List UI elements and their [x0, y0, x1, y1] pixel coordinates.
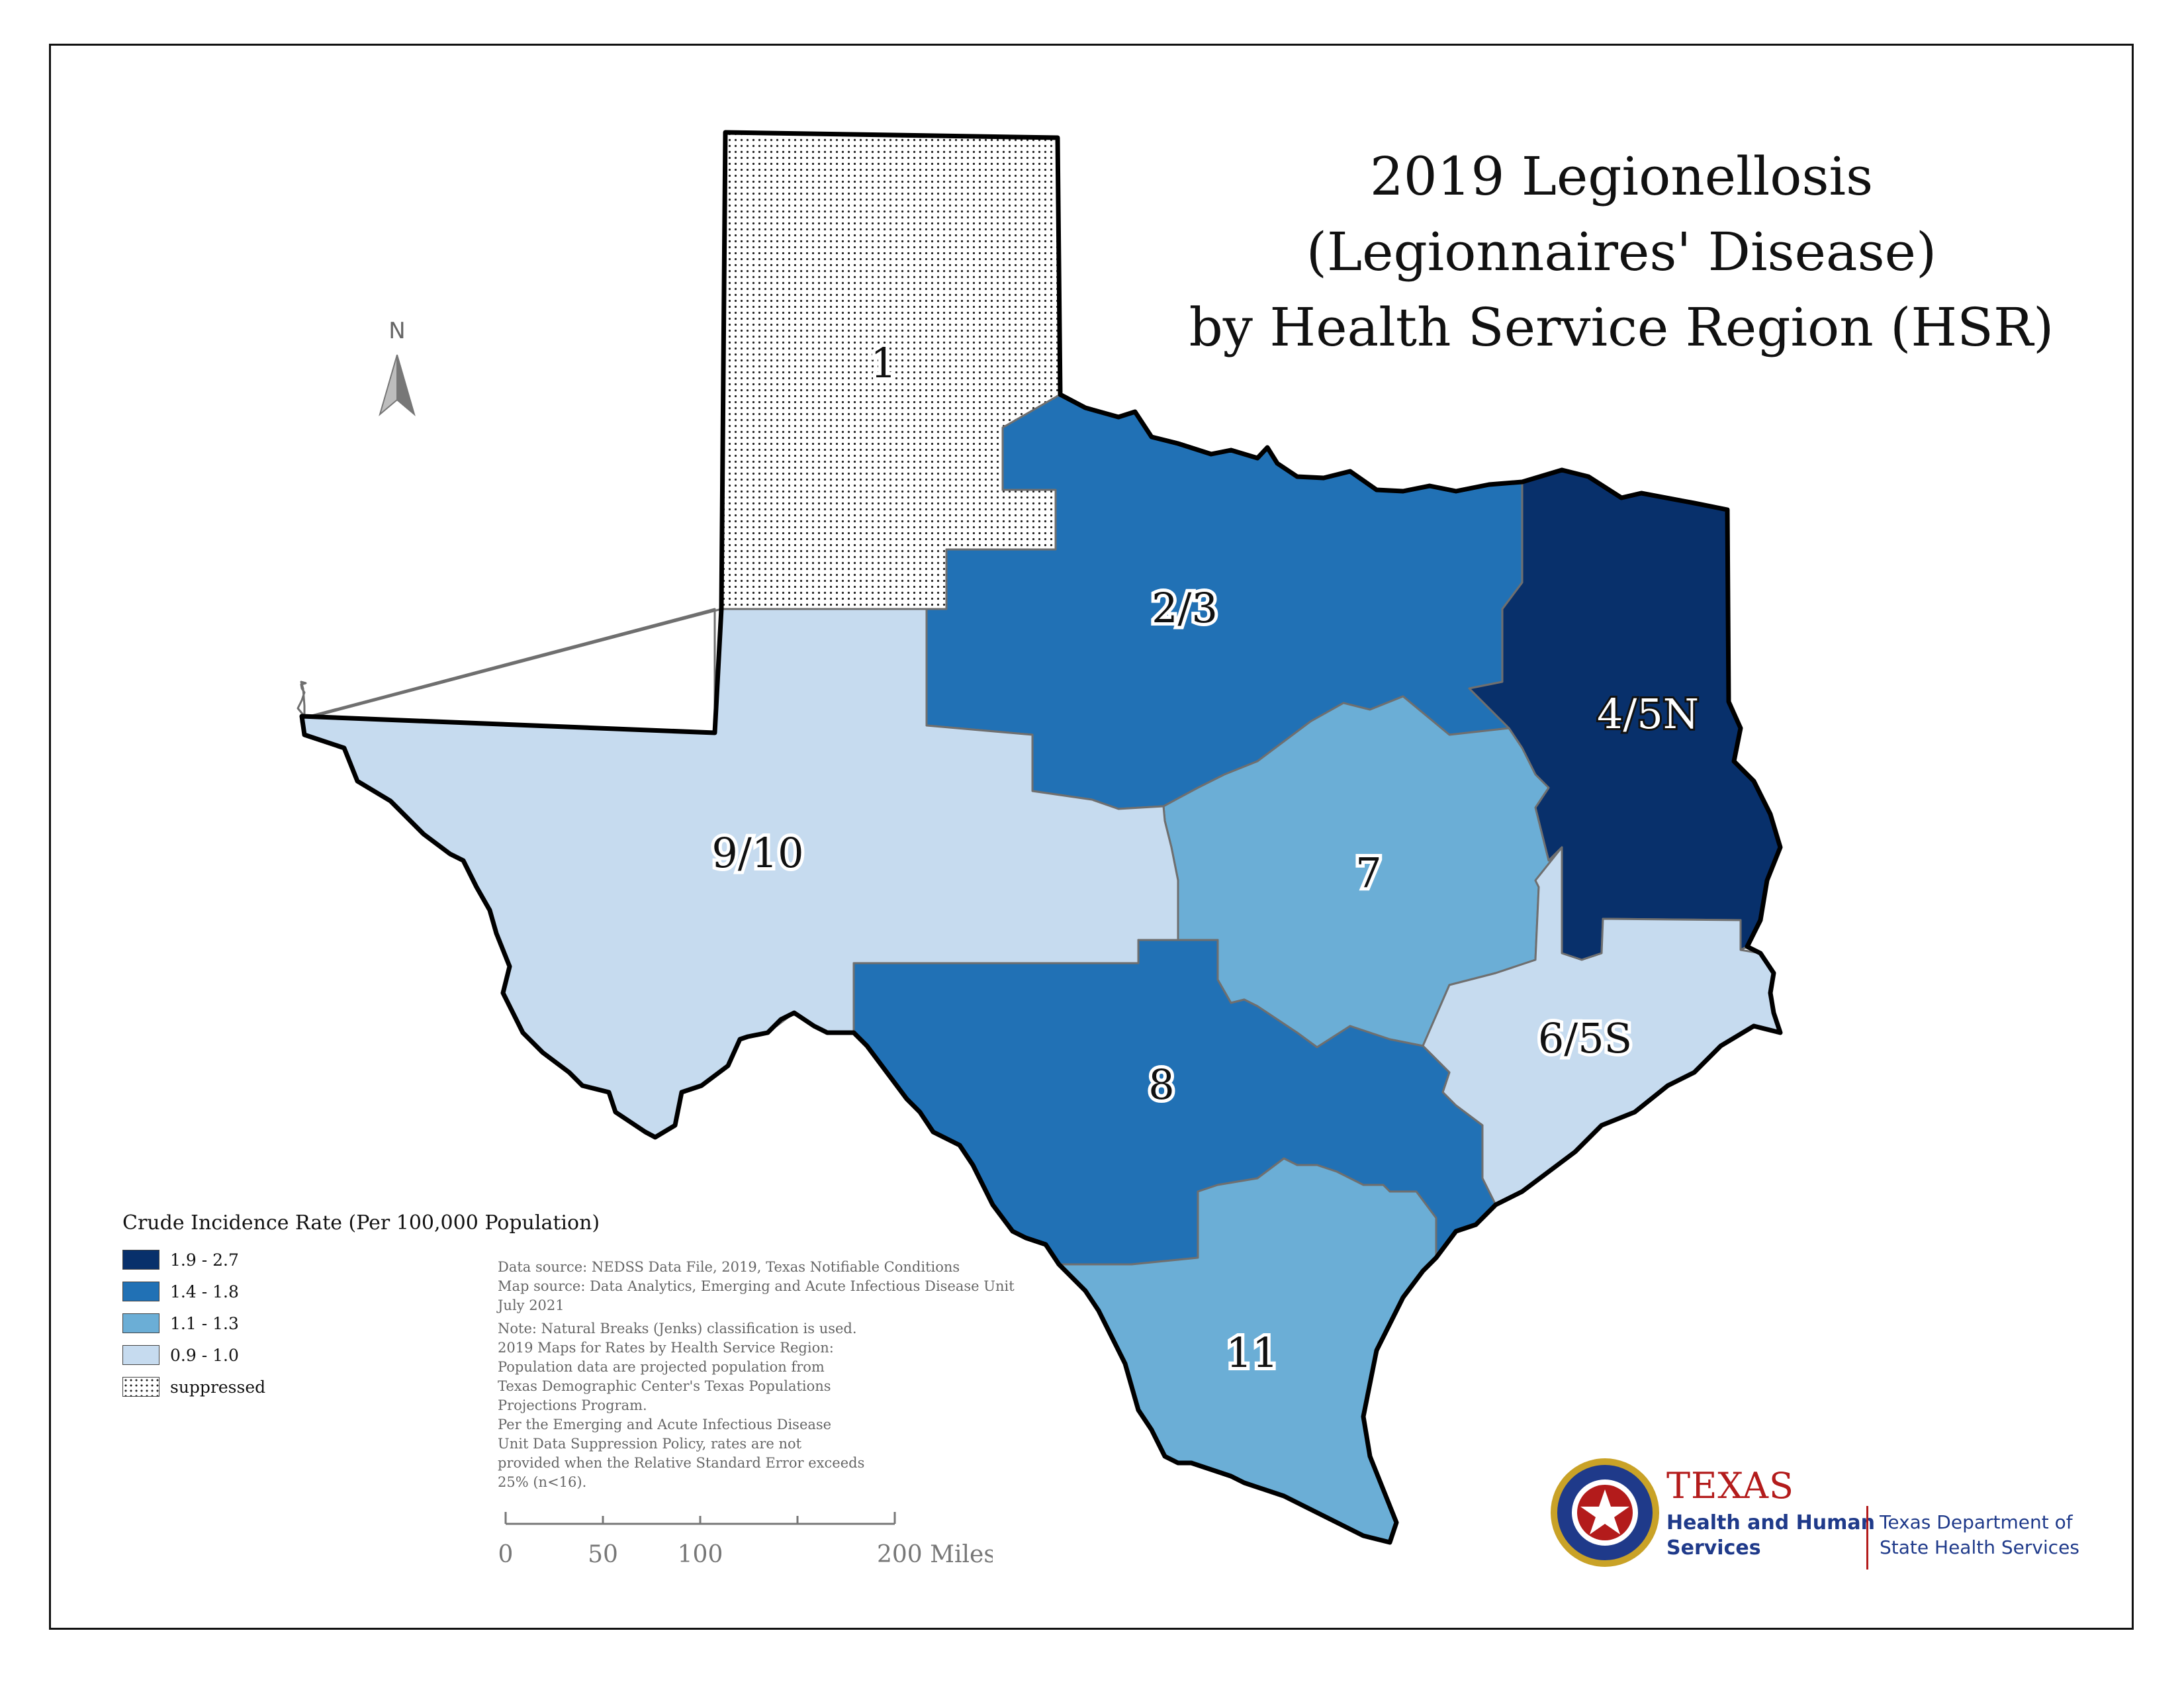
legend-label-5: suppressed: [170, 1377, 266, 1397]
logo-texas-text: TEXAS: [1666, 1465, 1794, 1507]
legend-swatch-1: [122, 1250, 159, 1270]
legend: Crude Incidence Rate (Per 100,000 Popula…: [122, 1211, 718, 1403]
note-date: July 2021: [498, 1297, 565, 1313]
legend-swatch-4: [122, 1345, 159, 1365]
note-source-2: Map source: Data Analytics, Emerging and…: [498, 1278, 1015, 1294]
legend-swatch-2: [122, 1282, 159, 1301]
texas-outline: [299, 130, 1783, 1545]
note-line-3: Population data are projected population…: [498, 1359, 825, 1375]
legend-label-2: 1.4 - 1.8: [170, 1282, 239, 1301]
map-notes: Data source: NEDSS Data File, 2019, Texa…: [498, 1258, 1093, 1492]
logo-dshs-line-1: Texas Department of: [1880, 1511, 2073, 1533]
region-9-10-far-west[interactable]: [300, 608, 723, 734]
legend-item-2: 1.4 - 1.8: [122, 1276, 718, 1307]
logo-divider: [1866, 1506, 1868, 1570]
region-label-11: 11: [1226, 1329, 1279, 1377]
legend-item-4: 0.9 - 1.0: [122, 1339, 718, 1371]
scale-label-200: 200 Miles: [877, 1541, 993, 1568]
note-source-1: Data source: NEDSS Data File, 2019, Texa…: [498, 1259, 960, 1275]
legend-swatch-3: [122, 1313, 159, 1333]
legend-swatch-suppressed: [122, 1377, 159, 1397]
legend-label-1: 1.9 - 2.7: [170, 1250, 239, 1270]
hhs-dshs-logo: TEXAS Health and Human Services Texas De…: [1549, 1453, 2118, 1572]
note-line-9: 25% (n<16).: [498, 1474, 587, 1490]
legend-label-3: 1.1 - 1.3: [170, 1313, 239, 1333]
legend-title: Crude Incidence Rate (Per 100,000 Popula…: [122, 1211, 600, 1235]
north-arrow-icon: [379, 354, 416, 416]
scale-label-100: 100: [678, 1541, 723, 1568]
scale-label-0: 0: [498, 1541, 514, 1568]
north-letter: N: [388, 318, 406, 344]
title-line-3: by Health Service Region (HSR): [1189, 297, 2054, 358]
legend-item-3: 1.1 - 1.3: [122, 1307, 718, 1339]
note-line-1: Note: Natural Breaks (Jenks) classificat…: [498, 1321, 857, 1336]
region-label-2-3: 2/3: [1152, 584, 1218, 632]
note-line-5: Projections Program.: [498, 1397, 647, 1413]
legend-item-1: 1.9 - 2.7: [122, 1244, 718, 1276]
scale-bar: 0 50 100 200 Miles: [498, 1512, 993, 1568]
legend-label-4: 0.9 - 1.0: [170, 1345, 239, 1365]
north-arrow: N: [371, 318, 424, 424]
texas-seal-icon: [1551, 1458, 1659, 1567]
title-line-1: 2019 Legionellosis: [1369, 146, 1874, 207]
note-line-2: 2019 Maps for Rates by Health Service Re…: [498, 1340, 834, 1356]
note-line-7: Unit Data Suppression Policy, rates are …: [498, 1436, 802, 1452]
region-label-6-5s: 6/5S: [1538, 1014, 1632, 1062]
region-label-7: 7: [1355, 849, 1381, 897]
logo-hhs-line-1: Health and Human: [1666, 1511, 1875, 1534]
logo-hhs-line-2: Services: [1666, 1536, 1761, 1560]
region-label-1: 1: [870, 339, 896, 387]
legend-item-5: suppressed: [122, 1371, 718, 1403]
region-label-8: 8: [1148, 1060, 1174, 1109]
note-line-8: provided when the Relative Standard Erro…: [498, 1455, 865, 1471]
region-label-4-5n: 4/5N: [1597, 690, 1699, 738]
scale-label-50: 50: [588, 1541, 618, 1568]
title-line-2: (Legionnaires' Disease): [1306, 221, 1937, 283]
note-line-4: Texas Demographic Center's Texas Populat…: [498, 1378, 831, 1394]
logo-dshs-line-2: State Health Services: [1880, 1536, 2079, 1558]
note-line-6: Per the Emerging and Acute Infectious Di…: [498, 1417, 832, 1432]
map-title: 2019 Legionellosis (Legionnaires' Diseas…: [1085, 139, 2158, 365]
region-label-9-10: 9/10: [711, 829, 803, 877]
